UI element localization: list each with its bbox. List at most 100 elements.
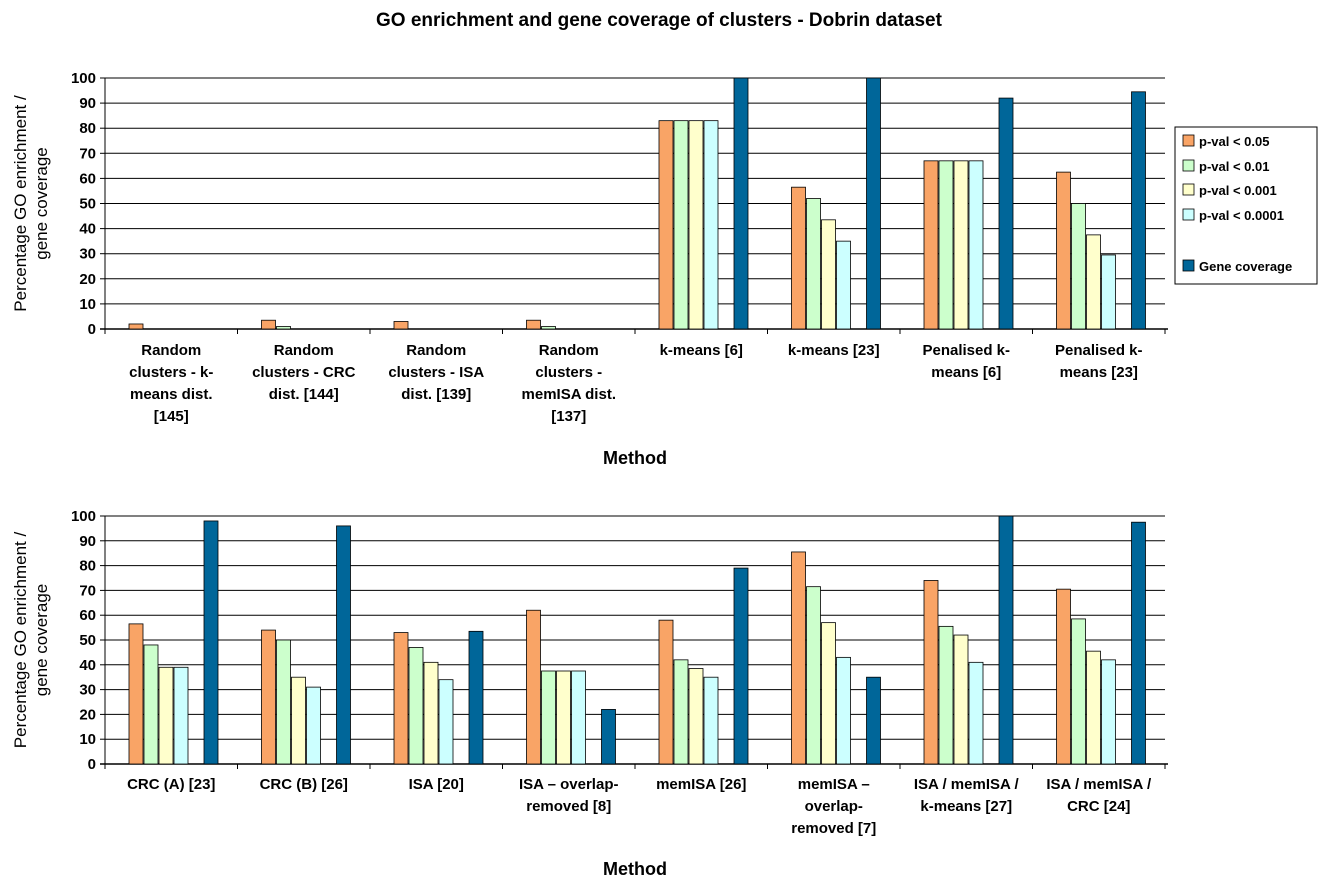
legend-box — [1174, 126, 1318, 285]
bar-p-val-0-0001 — [703, 676, 719, 765]
bar-gene-coverage — [998, 515, 1014, 765]
chart-panel-2: 0 10 20 30 40 50 60 70 80 90 100 CRC (A) [23] CRC (B… — [11, 508, 1168, 877]
bar-p-val-0-05 — [791, 186, 806, 330]
legend-label: p-val < 0.001 — [1199, 183, 1277, 198]
bar-p-val-0-0001 — [1101, 659, 1116, 765]
legend-label: p-val < 0.05 — [1199, 134, 1269, 149]
bar-p-val-0-0001 — [836, 656, 851, 765]
y-axis-title: Percentage GO enrichment / gene coverage — [11, 532, 51, 749]
bar-p-val-0-0001 — [173, 666, 189, 765]
bar-p-val-0-001 — [158, 666, 174, 765]
legend-swatch — [1182, 159, 1195, 172]
bar-gene-coverage — [601, 709, 616, 765]
bar-p-val-0-05 — [128, 623, 144, 765]
y-tick-label: 20 — [79, 271, 96, 288]
bar-p-val-0-01 — [806, 586, 821, 765]
bar-p-val-0-0001 — [968, 661, 984, 765]
bar-gene-coverage — [866, 676, 881, 765]
legend-swatch — [1182, 183, 1195, 196]
y-tick-label: 100 — [71, 508, 96, 525]
y-tick-label: 80 — [79, 558, 96, 575]
y-tick-label: 90 — [79, 95, 96, 112]
x-axis-title: Method — [603, 448, 667, 468]
y-tick-label: 50 — [79, 196, 96, 213]
y-tick-label: 0 — [88, 321, 96, 338]
x-category-label: Random clusters -memISA dist. [137] — [522, 342, 616, 425]
bar-p-val-0-01 — [408, 647, 424, 765]
legend-label: p-val < 0.01 — [1199, 159, 1269, 174]
x-axis-title: Method — [603, 859, 667, 877]
bar-p-val-0-01 — [673, 120, 689, 330]
bar-p-val-0-001 — [556, 670, 571, 765]
y-tick-label: 70 — [79, 582, 96, 599]
bar-p-val-0-05 — [1056, 171, 1071, 330]
legend-label: Gene coverage — [1199, 259, 1292, 274]
bar-p-val-0-05 — [393, 321, 409, 330]
bar-p-val-0-01 — [806, 198, 821, 330]
chart-panel-1: 0 10 20 30 40 50 60 70 80 90 100 Random clusters - k… — [11, 70, 1168, 468]
bar-p-val-0-001 — [291, 676, 306, 765]
x-category-label: ISA – overlap-removed [8] — [519, 776, 618, 815]
x-category-label: k-means [6] — [660, 342, 743, 359]
bar-gene-coverage — [866, 77, 881, 330]
y-tick-label: 30 — [79, 682, 96, 699]
bar-p-val-0-01 — [143, 644, 159, 765]
legend-label: p-val < 0.0001 — [1199, 208, 1284, 223]
bar-p-val-0-05 — [1056, 588, 1071, 765]
bar-p-val-0-001 — [688, 120, 704, 330]
bar-p-val-0-001 — [688, 668, 704, 765]
bar-p-val-0-05 — [393, 632, 409, 765]
y-tick-label: 0 — [88, 756, 96, 773]
x-category-label: ISA [20] — [409, 776, 464, 793]
y-tick-label: 70 — [79, 145, 96, 162]
legend-swatch — [1182, 208, 1195, 221]
bar-p-val-0-001 — [821, 622, 836, 765]
bar-p-val-0-01 — [1071, 618, 1086, 765]
bar-p-val-0-01 — [938, 625, 954, 765]
bar-gene-coverage — [336, 525, 351, 765]
x-category-label: memISA – overlap-removed [7] — [791, 776, 876, 837]
y-tick-label: 90 — [79, 533, 96, 550]
bar-p-val-0-01 — [276, 639, 291, 765]
bar-p-val-0-05 — [658, 619, 674, 765]
x-category-label: k-means [23] — [788, 342, 880, 359]
y-tick-label: 10 — [79, 296, 96, 313]
bar-gene-coverage — [998, 97, 1014, 330]
y-tick-label: 40 — [79, 221, 96, 238]
bar-p-val-0-01 — [1071, 203, 1086, 330]
bar-p-val-0-05 — [128, 323, 144, 330]
bar-p-val-0-0001 — [836, 240, 851, 330]
bar-p-val-0-001 — [1086, 234, 1101, 330]
bar-p-val-0-01 — [276, 326, 291, 330]
bar-p-val-0-0001 — [306, 686, 321, 765]
bar-p-val-0-001 — [953, 634, 969, 765]
bar-gene-coverage — [733, 567, 749, 765]
x-category-label: Random clusters - ISA dist. [139] — [388, 342, 484, 403]
y-tick-label: 50 — [79, 632, 96, 649]
bar-p-val-0-0001 — [571, 670, 586, 765]
bar-p-val-0-001 — [423, 661, 439, 765]
x-category-label: ISA / memISA / CRC [24] — [1046, 776, 1152, 815]
x-category-label: CRC (A) [23] — [127, 776, 215, 793]
y-tick-label: 80 — [79, 120, 96, 137]
x-category-label: Penalised k-means [23] — [1055, 342, 1143, 381]
bar-p-val-0-05 — [923, 160, 939, 330]
bar-gene-coverage — [1131, 521, 1146, 765]
y-tick-label: 100 — [71, 70, 96, 87]
x-category-label: Penalised k-means [6] — [922, 342, 1010, 381]
bar-gene-coverage — [203, 520, 219, 765]
bar-p-val-0-05 — [658, 120, 674, 330]
x-category-label: CRC (B) [26] — [260, 776, 348, 793]
bar-p-val-0-05 — [526, 609, 541, 765]
bar-p-val-0-05 — [791, 551, 806, 765]
bar-p-val-0-0001 — [968, 160, 984, 330]
y-tick-label: 60 — [79, 170, 96, 187]
bar-p-val-0-05 — [261, 319, 276, 330]
x-category-label: memISA [26] — [656, 776, 746, 793]
legend: p-val < 0.05 p-val < 0.01 p-val < 0.001 p-v… — [1174, 126, 1318, 285]
bar-p-val-0-01 — [938, 160, 954, 330]
y-tick-label: 10 — [79, 731, 96, 748]
bar-p-val-0-001 — [821, 219, 836, 330]
bar-p-val-0-001 — [1086, 650, 1101, 765]
bar-p-val-0-01 — [541, 670, 556, 765]
